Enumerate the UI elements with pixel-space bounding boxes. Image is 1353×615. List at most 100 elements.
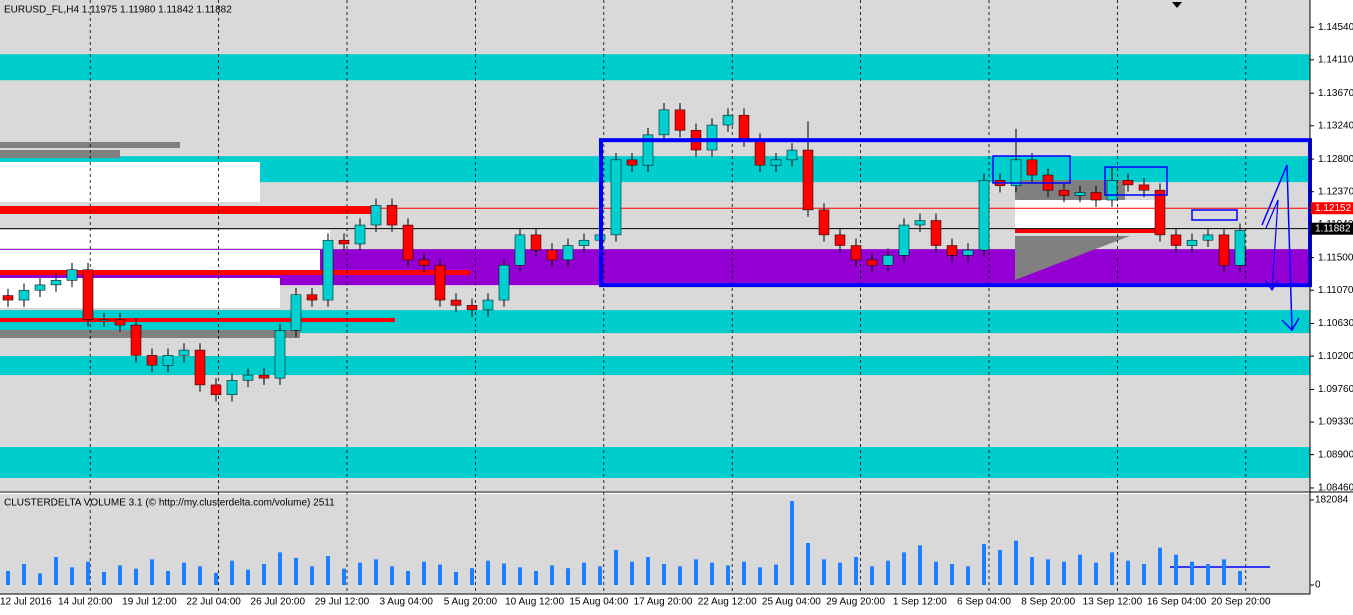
price-lines (0, 207, 1310, 230)
x-tick-label: 3 Aug 04:00 (380, 597, 434, 608)
volume-bar (6, 570, 10, 585)
candle-body (322, 239, 334, 301)
volume-bar (358, 562, 362, 585)
candle-body (1218, 234, 1230, 266)
volume-bar (1222, 559, 1226, 585)
profile-bar (1015, 229, 1165, 233)
y-tick-label: 1.08460 (1318, 483, 1353, 494)
x-tick-label: 29 Jul 12:00 (315, 597, 370, 608)
x-tick-label: 15 Aug 04:00 (569, 597, 628, 608)
zone (0, 310, 1310, 334)
candle-body (850, 245, 862, 261)
y-tick-label: 1.12370 (1318, 186, 1353, 197)
separators (89, 0, 1247, 594)
volume-bar (1158, 547, 1162, 585)
volume-bar (1110, 552, 1114, 585)
volume-bar (118, 565, 122, 585)
profile-bar (0, 318, 395, 322)
volume-bar (54, 556, 58, 585)
volume-bar (86, 561, 90, 585)
volume-bar (998, 549, 1002, 585)
volume-bar (598, 566, 602, 585)
y-tick-label: 1.11070 (1318, 285, 1353, 296)
volume-bar (1126, 560, 1130, 585)
volume-bar (710, 562, 714, 585)
volume-bar (246, 569, 250, 585)
candle-body (1186, 239, 1198, 246)
candle-body (610, 159, 622, 236)
candle-body (1026, 159, 1038, 176)
volume-tick-label: 0 (1315, 580, 1321, 591)
annotation-box (992, 155, 1071, 184)
volume-bar (390, 566, 394, 585)
profile-bar (0, 270, 470, 275)
y-tick-label: 1.11500 (1318, 252, 1353, 263)
volume-bar (326, 556, 330, 585)
candle-body (946, 245, 958, 256)
price-label-box (1311, 222, 1353, 235)
volume-bar (150, 559, 154, 585)
profile-bar (0, 150, 120, 158)
y-tick-label: 1.08900 (1318, 449, 1353, 460)
volume-bar (694, 559, 698, 585)
volume-bar (934, 561, 938, 585)
candle-body (146, 355, 158, 366)
volume-bar (166, 570, 170, 585)
candle-body (706, 124, 718, 151)
candle-body (482, 299, 494, 311)
profile-bar (0, 206, 380, 214)
volume-bar (1030, 556, 1034, 585)
volume-bar (758, 567, 762, 585)
price-label: 1.11882 (1315, 223, 1351, 234)
candle-body (1090, 192, 1102, 201)
candle-body (1234, 230, 1246, 266)
candle-body (418, 259, 430, 266)
volume-bar (102, 571, 106, 585)
volume-bar (294, 557, 298, 585)
candle-body (1154, 189, 1166, 236)
volume-bar (662, 563, 666, 585)
candle-body (370, 205, 382, 226)
volume-bar (438, 564, 442, 585)
volume-bar (214, 572, 218, 585)
candle-body (674, 109, 686, 131)
profile-bar (0, 278, 280, 308)
volume-bar (262, 563, 266, 585)
volume-bar (422, 561, 426, 585)
candle-body (2, 295, 14, 301)
volume-bar (134, 568, 138, 585)
volume-bar (406, 570, 410, 585)
volume-bar (646, 556, 650, 585)
volume-bar (854, 556, 858, 585)
candle-body (82, 269, 94, 321)
candle-body (66, 269, 78, 281)
profile-bar (0, 230, 330, 248)
zones (0, 54, 1310, 478)
volume-bar (902, 552, 906, 585)
candle-body (898, 224, 910, 256)
candle-body (722, 114, 734, 126)
candle-body (114, 319, 126, 326)
candle-body (1170, 234, 1182, 246)
volume-bar (838, 562, 842, 585)
volume-bar (678, 566, 682, 585)
price-label-box (1311, 202, 1353, 215)
volume-bar (918, 545, 922, 585)
annotation-box (1104, 166, 1168, 196)
candle-body (98, 319, 110, 322)
candle-body (530, 234, 542, 251)
profile-bar (0, 330, 300, 338)
x-tick-label: 22 Aug 12:00 (698, 597, 757, 608)
candle-body (818, 209, 830, 236)
candle-body (434, 264, 446, 301)
volume-bar (1142, 563, 1146, 585)
candle-body (162, 355, 174, 366)
volume-bar (486, 560, 490, 585)
candle-body (562, 245, 574, 261)
volume-bar (790, 500, 794, 585)
volume-bar (726, 565, 730, 585)
candle-body (578, 239, 590, 246)
volume-bars (6, 500, 1242, 585)
volume-bar (550, 565, 554, 585)
